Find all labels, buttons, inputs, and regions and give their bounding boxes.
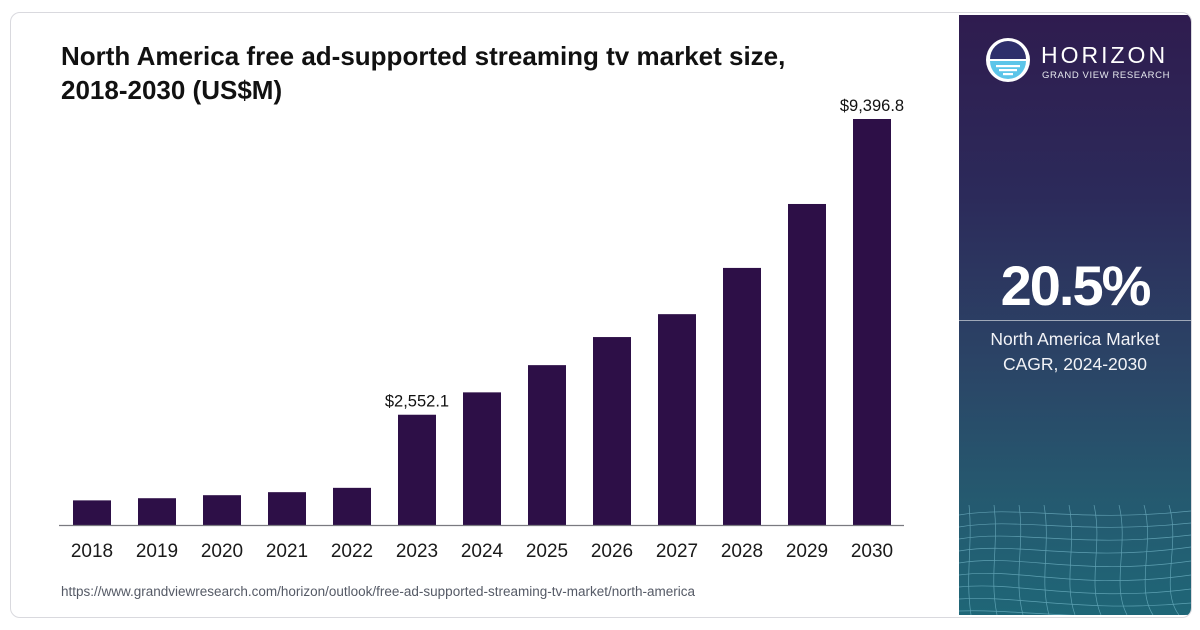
bar-2024 bbox=[463, 392, 501, 525]
x-tick-label: 2029 bbox=[786, 541, 828, 562]
x-tick-label: 2019 bbox=[136, 541, 178, 562]
wave-decoration bbox=[959, 505, 1191, 615]
source-url[interactable]: https://www.grandviewresearch.com/horizo… bbox=[61, 584, 696, 599]
x-tick-label: 2024 bbox=[461, 541, 504, 562]
x-tick-label: 2025 bbox=[526, 541, 568, 562]
bar-2020 bbox=[203, 495, 241, 525]
bar-2027 bbox=[658, 314, 696, 525]
x-tick-label: 2022 bbox=[331, 541, 373, 562]
bar-2018 bbox=[73, 500, 111, 525]
bar-2030 bbox=[853, 119, 891, 525]
bar-2025 bbox=[528, 365, 566, 525]
bar-2028 bbox=[723, 267, 761, 525]
cagr-value: 20.5% bbox=[1000, 254, 1152, 317]
x-tick-label: 2028 bbox=[721, 541, 763, 562]
sidebar-panel: HORIZON GRAND VIEW RESEARCH 20.5% North … bbox=[959, 15, 1191, 615]
bar-chart: 2018 2019 2020 2021 2022 2023 2024 2025 2026 2027… bbox=[59, 97, 904, 562]
bar-2023 bbox=[398, 414, 436, 525]
data-label-2030: $9,396.8 bbox=[840, 97, 904, 115]
bar-2019 bbox=[138, 498, 176, 525]
cagr-divider bbox=[959, 320, 1191, 321]
x-tick-label: 2027 bbox=[656, 541, 698, 562]
x-tick-label: 2026 bbox=[591, 541, 633, 562]
x-tick-label: 2020 bbox=[201, 541, 243, 562]
brand-subtitle: GRAND VIEW RESEARCH bbox=[1042, 70, 1171, 81]
bar-2021 bbox=[268, 492, 306, 525]
bar-2022 bbox=[333, 487, 371, 525]
horizon-logo[interactable]: HORIZON GRAND VIEW RESEARCH bbox=[985, 37, 1185, 85]
x-tick-label: 2018 bbox=[71, 541, 113, 562]
brand-name: HORIZON bbox=[1041, 42, 1169, 68]
x-tick-label: 2021 bbox=[266, 541, 308, 562]
bar-2026 bbox=[593, 337, 631, 525]
cagr-label: North America Market CAGR, 2024-2030 bbox=[990, 329, 1160, 374]
sunrise-circle-icon bbox=[986, 38, 1030, 82]
data-label-2023: $2,552.1 bbox=[385, 393, 449, 411]
x-tick-label: 2030 bbox=[851, 541, 893, 562]
bar-2029 bbox=[788, 203, 826, 525]
chart-title: North America free ad-supported streamin… bbox=[61, 41, 786, 105]
x-tick-label: 2023 bbox=[396, 541, 438, 562]
chart-card: North America free ad-supported streamin… bbox=[10, 12, 1192, 618]
